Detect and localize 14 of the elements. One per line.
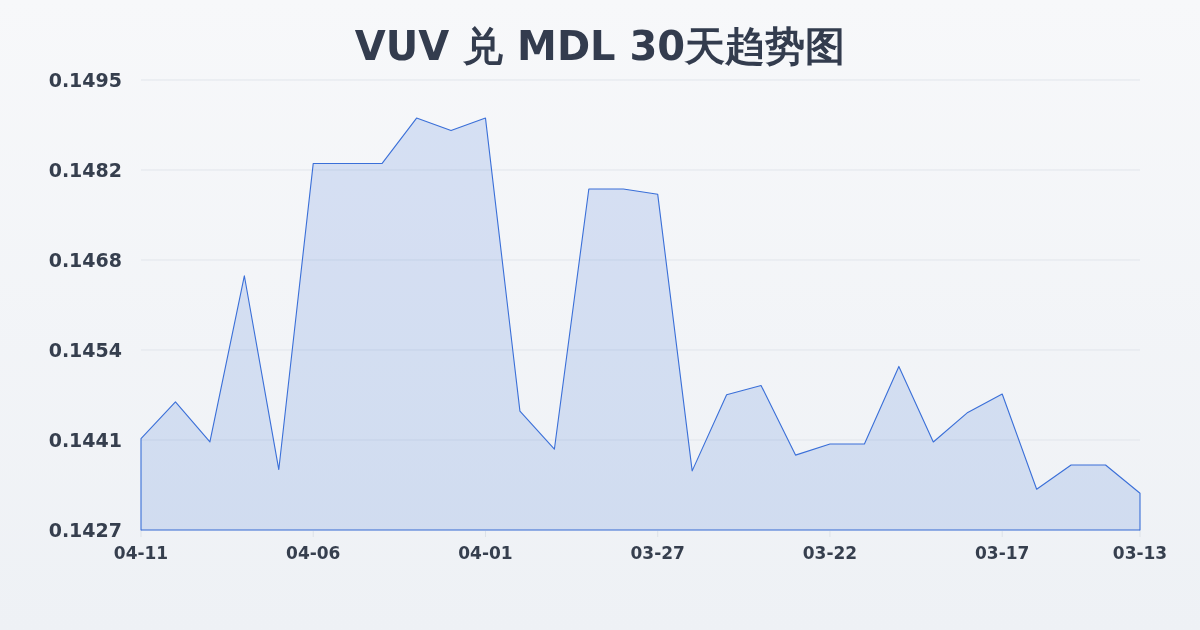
- x-tick-label: 03-13: [1112, 543, 1168, 563]
- x-tick-label: 04-06: [286, 543, 341, 563]
- x-tick-label: 03-22: [802, 543, 858, 563]
- y-tick-label: 0.1468: [48, 249, 122, 271]
- x-tick-label: 04-11: [113, 543, 169, 563]
- y-tick-label: 0.1495: [48, 69, 122, 91]
- x-tick-label: 03-17: [975, 543, 1030, 563]
- y-tick-label: 0.1454: [48, 339, 122, 361]
- x-tick-label: 04-01: [458, 543, 513, 563]
- x-tick-label: 03-27: [630, 543, 685, 563]
- title: VUV 兑 MDL 30天趋势图: [354, 23, 846, 69]
- y-tick-label: 0.1441: [48, 429, 122, 451]
- y-tick-label: 0.1427: [48, 519, 122, 541]
- y-tick-label: 0.1482: [48, 159, 122, 181]
